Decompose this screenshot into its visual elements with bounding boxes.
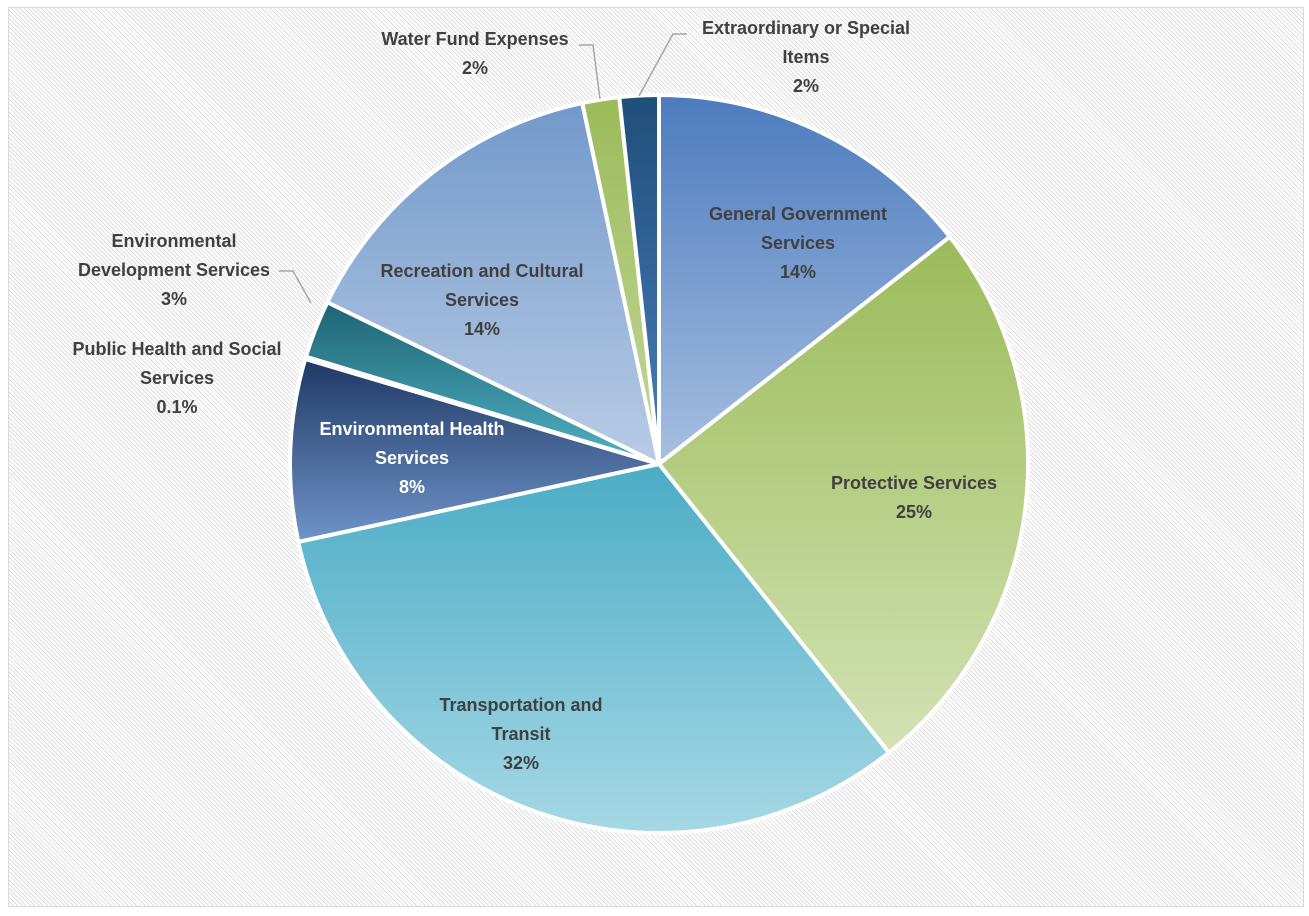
category-label: Development Services: [78, 260, 270, 280]
category-label: Public Health and Social: [72, 339, 281, 359]
percent-label: 14%: [464, 319, 500, 339]
percent-label: 32%: [503, 753, 539, 773]
leader-line-environmental-development-services: [279, 270, 312, 304]
data-label-environmental-health-services: Environmental Health Services 8%: [319, 419, 504, 497]
leader-line-water-fund-expenses: [579, 44, 601, 100]
data-label-extraordinary-or-special-items: Extraordinary or Special Items 2%: [702, 18, 910, 96]
category-label: Extraordinary or Special: [702, 18, 910, 38]
data-label-water-fund-expenses: Water Fund Expenses 2%: [381, 29, 568, 78]
category-label: Environmental Health: [319, 419, 504, 439]
category-label: Transportation and: [439, 695, 602, 715]
pie-slices: [288, 93, 1030, 835]
data-label-transportation-and-transit: Transportation and Transit 32%: [439, 695, 602, 773]
slice-recreation-and-cultural-services: [325, 101, 661, 466]
percent-label: 2%: [462, 58, 488, 78]
data-label-protective-services: Protective Services 25%: [831, 473, 997, 522]
category-label: Services: [140, 368, 214, 388]
slice-transportation-and-transit: [296, 462, 891, 835]
leader-lines: [279, 33, 687, 304]
category-label: Water Fund Expenses: [381, 29, 568, 49]
percent-label: 3%: [161, 289, 187, 309]
category-label: Transit: [491, 724, 550, 744]
category-label: Items: [782, 47, 829, 67]
data-label-recreation-and-cultural-services: Recreation and Cultural Services 14%: [380, 261, 583, 339]
percent-label: 0.1%: [156, 397, 197, 417]
pie-chart: General Government Services 14% Protective …: [72, 18, 1030, 835]
percent-label: 14%: [780, 262, 816, 282]
chart-area: General Government Services 14% Protective …: [8, 7, 1304, 907]
data-label-general-government-services: General Government Services 14%: [709, 204, 887, 282]
category-label: General Government: [709, 204, 887, 224]
category-label: Protective Services: [831, 473, 997, 493]
category-label: Services: [375, 448, 449, 468]
data-label-environmental-development-services: Environmental Development Services 3%: [78, 231, 270, 309]
category-label: Recreation and Cultural: [380, 261, 583, 281]
category-label: Environmental: [111, 231, 236, 251]
percent-label: 8%: [399, 477, 425, 497]
category-label: Services: [761, 233, 835, 253]
percent-label: 25%: [896, 502, 932, 522]
slice-environmental-health-services: [288, 356, 661, 544]
data-label-public-health-and-social-services: Public Health and Social Services 0.1%: [72, 339, 281, 417]
category-label: Services: [445, 290, 519, 310]
percent-label: 2%: [793, 76, 819, 96]
slice-protective-services: [657, 234, 1030, 755]
leader-line-extraordinary-or-special-items: [638, 33, 687, 97]
data-labels: General Government Services 14% Protective …: [72, 18, 997, 773]
slice-general-government-services: [657, 93, 952, 466]
